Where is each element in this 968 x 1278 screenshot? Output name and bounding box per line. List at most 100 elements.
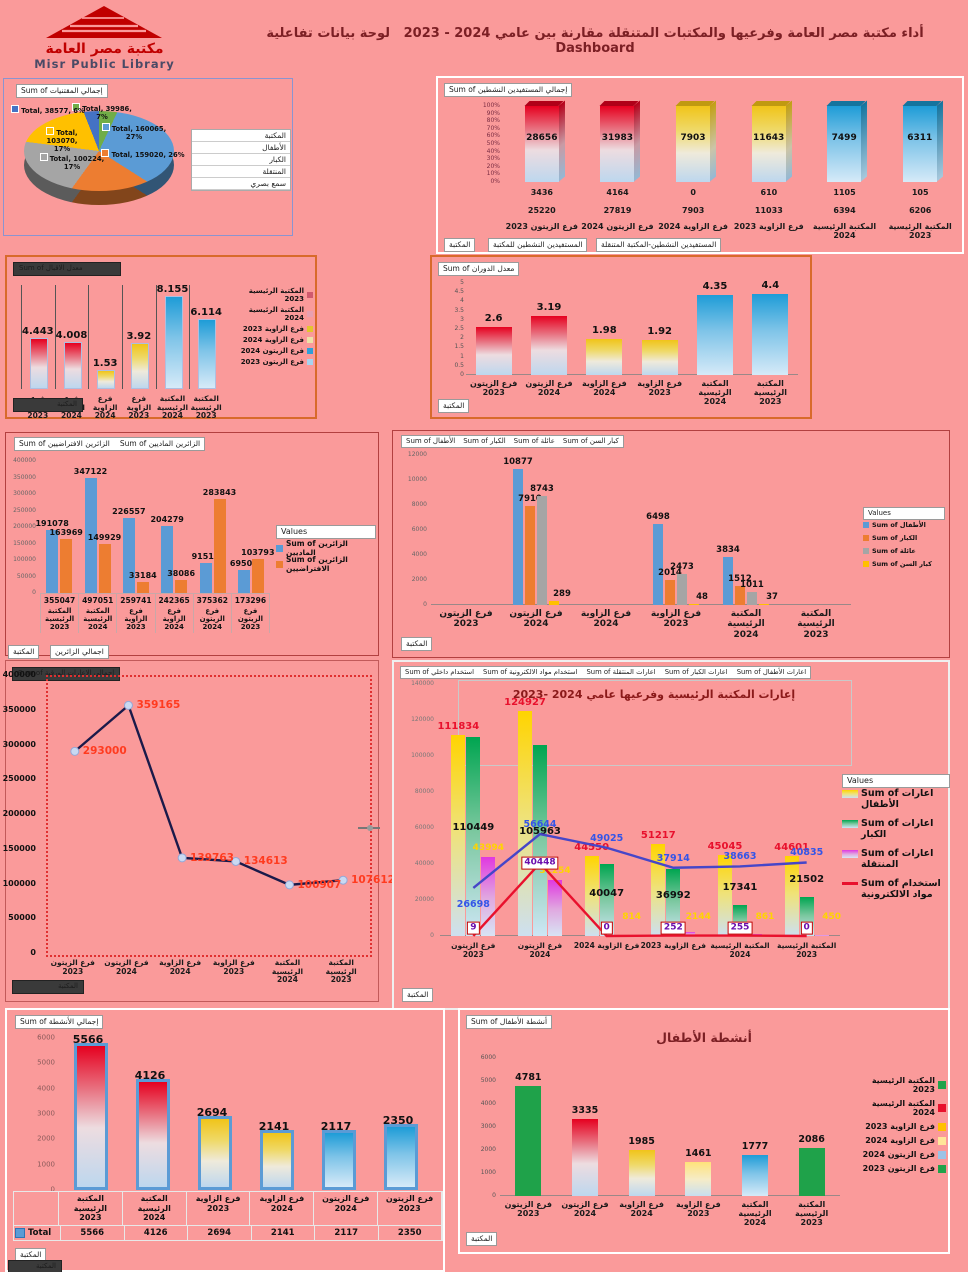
main-library-value: 6206 — [909, 206, 932, 215]
bar-value-label: 4781 — [515, 1072, 542, 1084]
library-filter-button[interactable]: المكتبة — [401, 637, 433, 651]
pivot-field-children-activities[interactable]: Sum of أنشطة الأطفال — [466, 1015, 553, 1029]
pivot-filter-button[interactable]: المكتبة — [8, 645, 40, 659]
category-label: المكتبة الرئيسية 2024 — [271, 958, 304, 985]
category-label: فرع الزاوية 2024 — [159, 958, 202, 976]
slice-marker-icon — [46, 127, 55, 135]
main-library-value: 11033 — [754, 206, 783, 215]
pivot-field-total-activities[interactable]: Sum of إجمالي الأنشطة — [15, 1015, 104, 1029]
y-axis-tick: 0% — [490, 178, 500, 185]
bar — [475, 327, 512, 375]
pie-slice-label: Total, 100224, 17% — [37, 153, 107, 172]
main-library-value: 27819 — [603, 206, 632, 215]
bar-total-label: 11643 — [752, 133, 785, 144]
bar-value-label: 450 — [822, 912, 842, 922]
pivot-field-button[interactable]: Sum of الكبار — [463, 437, 506, 445]
bar — [759, 603, 769, 605]
bar-value-label: 4.35 — [702, 280, 728, 292]
legend-marker-icon — [307, 326, 313, 332]
bar — [814, 935, 829, 936]
legend-marker-icon — [938, 1081, 946, 1089]
line-chart — [70, 700, 348, 890]
bar-value-label: 3.19 — [536, 302, 562, 314]
pivot-filter-button[interactable]: المستفيدين النشطين-المكتبة المتنقلة — [596, 238, 722, 252]
bar-value-label: 191078 — [35, 518, 69, 528]
attendance-rate-panel: Sum of معدل الاقبال 4.443 4.008 1.53 3.92 8.… — [5, 255, 317, 420]
bar — [98, 543, 111, 593]
pivot-field-button[interactable]: Sum of اعارات الأطفال — [736, 668, 807, 676]
pivot-field-active-beneficiaries[interactable]: Sum of إجمالي المستفيدين النشطين — [444, 83, 573, 97]
pivot-field-turnover[interactable]: Sum of معدل الدوران — [438, 262, 520, 276]
pivot-field-button[interactable]: Sum of الزائرين الافتراضيين — [19, 439, 110, 448]
y-axis-tick: 60000 — [414, 824, 434, 831]
bar — [518, 711, 532, 936]
stacked-bar: 7903 — [675, 100, 716, 182]
filter-list-item[interactable]: الكبار — [192, 154, 290, 166]
bar — [60, 538, 73, 593]
y-axis-tick: 100% — [482, 102, 500, 109]
pivot-field-button[interactable]: Sum of استخدام مواد الالكترونية — [483, 668, 578, 676]
category-label: فرع الزاوية 2023 — [675, 1200, 721, 1219]
legend-item: المكتبة الرئيسية 2023 — [229, 287, 313, 303]
bar — [641, 339, 678, 375]
pivot-field-button[interactable]: Sum of عائلة — [513, 437, 555, 445]
library-filter-button[interactable]: المكتبة — [12, 980, 84, 994]
filter-list-item[interactable]: المنتقلة — [192, 166, 290, 178]
legend-marker-icon — [276, 544, 283, 552]
pivot-field-paper-loans[interactable]: Sum of اجمالي الاعارات الورقية — [12, 667, 120, 681]
pivot-field-attendance[interactable]: Sum of معدل الاقبال — [13, 262, 121, 276]
pivot-field-holdings[interactable]: Sum of إجمالي المقتنيات — [16, 84, 108, 98]
plot-area: 191078 347122 226557 204279 91519 69503 163969… — [35, 461, 275, 593]
library-filter-button[interactable]: المكتبة — [466, 1232, 498, 1246]
pivot-field-button[interactable]: Sum of كبار السن — [562, 437, 619, 445]
library-filter-button[interactable]: المكتبة — [13, 398, 83, 412]
bar — [46, 529, 59, 593]
pivot-field-button[interactable]: Sum of الزائرين الماديين — [119, 439, 201, 448]
pivot-filter-button[interactable]: المستفيدين النشطين للمكتبة — [488, 238, 588, 252]
total-value: 2694 — [188, 1225, 252, 1240]
legend-item: المكتبة الرئيسية 2023 — [850, 1076, 946, 1094]
library-filter-button[interactable]: المكتبة — [402, 988, 434, 1002]
y-axis-tick: 40000 — [414, 860, 434, 867]
slice-marker-icon — [11, 105, 20, 113]
bar — [130, 343, 149, 389]
bar-value-label: 2694 — [196, 1105, 228, 1119]
library-filter-button[interactable]: المكتبة — [438, 399, 470, 413]
bar-total-label: 28656 — [526, 133, 558, 144]
category-label: المكتبة الرئيسية 2024 — [123, 1192, 187, 1225]
filter-list-item[interactable]: سمع بصري — [192, 178, 290, 190]
pivot-field-button[interactable]: Sum of استخدام داخلي — [405, 668, 475, 676]
line-point-label: 26698 — [456, 898, 490, 910]
category-label: فرع الزيتون 2023 — [504, 1200, 552, 1219]
legend-header: Values — [276, 525, 376, 540]
category-label: فرع الزاوية 2023 — [187, 1192, 251, 1225]
bar — [628, 1150, 655, 1196]
pivot-field-button[interactable]: Sum of الأطفال — [406, 437, 456, 445]
mobile-library-value: 0 — [690, 188, 696, 197]
y-axis-tick: 4000 — [37, 1084, 55, 1093]
bar — [513, 469, 523, 605]
y-axis-tick: 300000 — [13, 490, 36, 497]
total-value: 5566 — [61, 1225, 125, 1240]
bar-value-label: 1.53 — [92, 358, 118, 369]
totals-table: المكتبة الرئيسية 2023 المكتبة الرئيسية 2024… — [13, 1191, 443, 1241]
pie-slice-label: Total, 159020, 26% — [99, 149, 187, 160]
filter-list-item[interactable]: الأطفال — [192, 142, 290, 154]
pivot-filter-button[interactable]: اجمالي الزائرين — [50, 645, 109, 659]
category-axis: المكتبة الرئيسية 2023 المكتبة الرئيسية 2024… — [500, 1200, 840, 1228]
plot-area: 4781 3335 1985 1461 1777 2086 — [500, 1058, 840, 1196]
y-axis: 0 20000 40000 60000 80000 100000 120000 140000 — [406, 681, 434, 939]
y-axis-tick: 5 — [460, 279, 464, 286]
totals-table: 355047 المكتبة الرئيسية 2023 497051 المكتبة … — [40, 593, 271, 634]
filter-list-item[interactable]: المكتبة — [192, 130, 290, 142]
bar — [136, 582, 149, 593]
legend-item: Sum of الزائرين الماديين — [276, 539, 378, 557]
bar — [572, 1119, 598, 1196]
category-label: فرع الزاوية 2024 — [573, 941, 640, 950]
pivot-field-button[interactable]: Sum of اعارات المنتقلة — [586, 668, 656, 676]
pivot-filter-button[interactable]: المكتبة — [444, 238, 476, 252]
total-value: 242365 — [158, 596, 190, 605]
y-axis: 0 50000 100000 150000 200000 250000 300000 3500… — [8, 458, 36, 596]
legend-item: Sum of اعارات الأطفال — [842, 788, 948, 810]
pivot-field-button[interactable]: Sum of اعارات الكبار — [664, 668, 728, 676]
